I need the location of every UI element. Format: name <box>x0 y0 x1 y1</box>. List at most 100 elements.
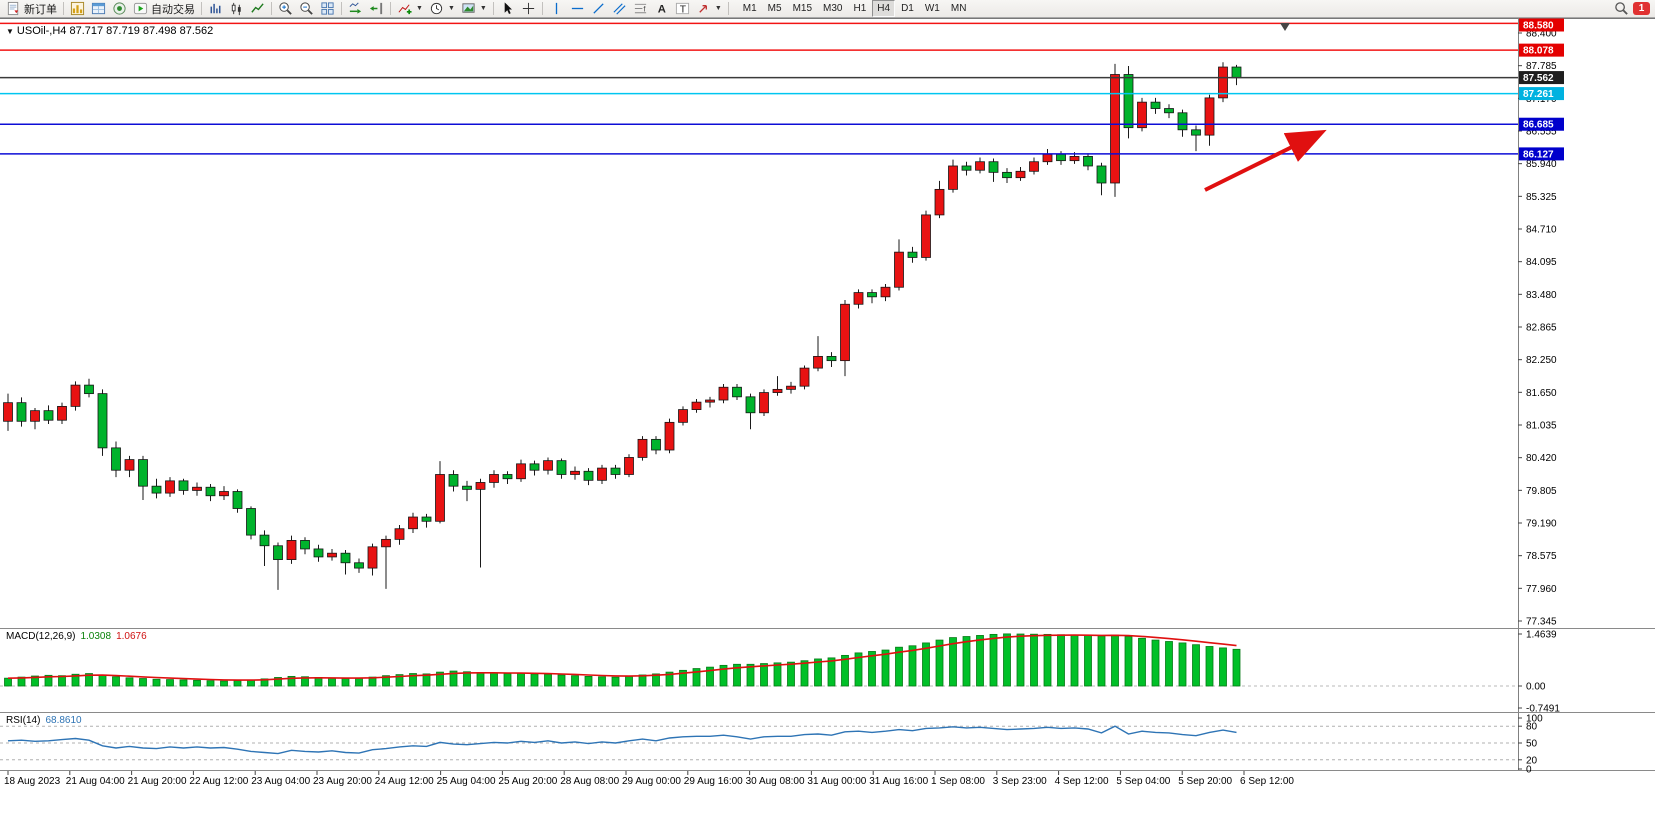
vertical-line-tool-button[interactable] <box>546 1 567 17</box>
date-label: 24 Aug 12:00 <box>375 776 434 787</box>
candle-bull <box>705 399 715 403</box>
fibonacci-tool-button[interactable]: f <box>630 1 651 17</box>
timeframe-button-m5[interactable]: M5 <box>767 3 782 14</box>
line-chart-mode-button[interactable] <box>247 1 268 17</box>
date-label: 4 Sep 12:00 <box>1055 776 1109 787</box>
macd-bar <box>1057 634 1065 687</box>
collapse-triangle-icon[interactable]: ▼ <box>6 27 14 36</box>
new-order-label: 新订单 <box>24 3 57 16</box>
macd-bar <box>220 680 228 687</box>
macd-bar <box>233 680 242 687</box>
candle-bull <box>813 355 823 369</box>
macd-bar <box>166 679 174 687</box>
macd-bar <box>841 654 849 687</box>
candle-bull <box>1015 170 1026 179</box>
timeframe-button-m1[interactable]: M1 <box>742 3 757 14</box>
notification-badge[interactable]: 1 <box>1633 2 1650 15</box>
macd-bar <box>139 678 147 687</box>
candle-bull <box>664 421 675 451</box>
candle-bull <box>327 552 337 558</box>
macd-bar <box>206 680 215 687</box>
channel-tool-button[interactable] <box>609 1 630 17</box>
candle-bull <box>678 409 688 423</box>
toolbar-separator <box>727 2 729 15</box>
timeframe-button-d1[interactable]: D1 <box>901 3 914 14</box>
crosshair-tool-button[interactable] <box>518 1 539 17</box>
candle-bull <box>624 457 634 475</box>
auto-trading-button[interactable]: 自动交易 <box>130 1 198 17</box>
timeframe-button-h1[interactable]: H1 <box>853 3 867 14</box>
candle-bull <box>975 161 985 171</box>
market-watch-button[interactable] <box>67 1 88 17</box>
zoom-in-button[interactable] <box>275 1 296 17</box>
macd-bar <box>733 663 741 687</box>
zoom-out-button[interactable] <box>296 1 317 17</box>
text-label-tool-button[interactable]: T <box>672 1 693 17</box>
macd-bar <box>409 673 417 687</box>
date-label: 30 Aug 08:00 <box>746 776 805 787</box>
macd-bar <box>260 678 269 687</box>
price-tick-label: 81.650 <box>1526 388 1557 399</box>
chart-shift-button[interactable] <box>366 1 387 17</box>
timeframe-button-m15[interactable]: M15 <box>792 3 813 14</box>
candle-bull <box>286 540 297 560</box>
macd-bar <box>314 677 323 687</box>
macd-scale-label: 1.4639 <box>1526 630 1557 641</box>
candle-bear <box>1083 156 1093 167</box>
tile-windows-button[interactable] <box>317 1 338 17</box>
macd-bar <box>382 675 390 687</box>
chart-region: 88.40087.78587.17086.55585.94085.32584.7… <box>0 18 1655 832</box>
trendline-tool-button[interactable] <box>588 1 609 17</box>
chart-canvas[interactable]: 88.40087.78587.17086.55585.94085.32584.7… <box>0 18 1655 832</box>
candle-bull <box>934 188 945 216</box>
timeframe-button-h4[interactable]: H4 <box>872 0 896 17</box>
candlestick-mode-button[interactable] <box>226 1 247 17</box>
search-icon[interactable] <box>1614 1 1629 16</box>
horizontal-line-tool-button[interactable] <box>567 1 588 17</box>
date-label: 3 Sep 23:00 <box>993 776 1047 787</box>
bar-chart-mode-button[interactable] <box>205 1 226 17</box>
timeframe-button-m30[interactable]: M30 <box>823 3 843 14</box>
timeframe-button-w1[interactable]: W1 <box>924 3 940 14</box>
macd-signal-line <box>7 634 1237 681</box>
macd-bar <box>193 679 201 687</box>
macd-bar <box>436 671 444 687</box>
timeframe-button-mn[interactable]: MN <box>950 3 967 14</box>
indicators-button[interactable]: ▼ <box>394 1 426 17</box>
auto-scroll-icon <box>349 2 362 14</box>
text-tool-button[interactable]: A <box>651 1 672 17</box>
cursor-tool-button[interactable] <box>497 1 518 17</box>
date-label: 5 Sep 04:00 <box>1116 776 1170 787</box>
macd-bar <box>112 676 120 687</box>
timeframe-group: M1 M5 M15 M30 H1 H4 D1 W1 MN <box>738 0 972 17</box>
chart-shift-marker <box>1280 23 1290 31</box>
auto-trading-icon <box>133 2 148 15</box>
new-order-button[interactable]: 新订单 <box>3 1 60 17</box>
macd-bar <box>1097 635 1106 687</box>
candle-bull <box>124 459 135 471</box>
macd-bar <box>476 672 485 687</box>
auto-scroll-button[interactable] <box>345 1 366 17</box>
templates-button[interactable]: ▼ <box>458 1 490 17</box>
candle-bull <box>597 467 607 481</box>
macd-bar <box>922 642 930 687</box>
macd-bar <box>1124 636 1133 687</box>
macd-bar <box>908 645 917 687</box>
candle-bull <box>1204 97 1215 136</box>
data-window-button[interactable] <box>88 1 109 17</box>
macd-bar <box>355 677 363 687</box>
candle-bear <box>529 463 540 471</box>
navigator-button[interactable] <box>109 1 130 17</box>
arrows-tool-button[interactable]: ▼ <box>693 1 725 17</box>
price-label-87.562: 87.562 <box>1523 73 1554 84</box>
svg-text:T: T <box>680 4 687 15</box>
bar-chart-icon <box>210 3 221 14</box>
candle-bull <box>435 474 445 522</box>
rsi-line <box>7 725 1237 755</box>
periods-button[interactable]: ▼ <box>426 1 458 17</box>
macd-bar <box>98 674 107 687</box>
candle-bull <box>718 386 729 401</box>
date-label: 28 Aug 08:00 <box>560 776 619 787</box>
candle-bull <box>165 480 175 494</box>
candle-bull <box>408 516 418 530</box>
